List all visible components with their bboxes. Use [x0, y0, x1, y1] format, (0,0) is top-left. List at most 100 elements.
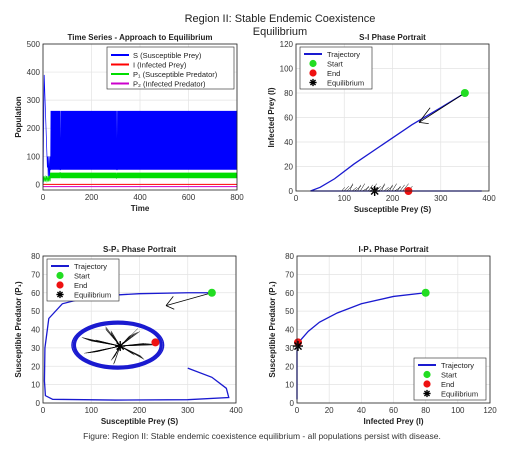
ts-legend-label-s: S (Susceptible Prey)	[133, 51, 202, 60]
sp-legend-swatch-start	[56, 271, 64, 280]
ts-ytick-label: 200	[27, 124, 41, 133]
si-ytick-label: 120	[280, 40, 294, 49]
series-s-line	[42, 74, 238, 185]
ts-legend-label-p1: P₁ (Susceptible Predator)	[133, 70, 218, 79]
sp-legend-label-2: End	[74, 281, 87, 290]
ip-xtick-label: 80	[421, 406, 430, 415]
sp-equilibrium-marker	[115, 341, 126, 352]
ip-legend-swatch-end	[423, 380, 431, 388]
sp-cycle-ring-2	[73, 322, 162, 368]
si-ytick-label: 20	[284, 163, 293, 172]
ip-xlabel: Infected Prey (I)	[363, 417, 423, 426]
si-axes-box	[295, 43, 490, 192]
si-xtick-label: 400	[482, 194, 496, 203]
sp-axes-box	[42, 255, 237, 404]
ip-ytick-label: 50	[285, 307, 294, 316]
sp-ytick-label: 50	[31, 307, 40, 316]
ip-ytick-label: 40	[285, 326, 294, 335]
sp-title: S-P₁ Phase Portrait	[103, 245, 176, 254]
sp-xtick-label: 200	[133, 406, 147, 415]
ip-ytick-label: 80	[285, 252, 294, 261]
ts-xtick-label: 400	[133, 193, 147, 202]
sp-ytick-label: 40	[31, 326, 40, 335]
si-ytick-label: 0	[289, 187, 294, 196]
ts-ytick-label: 0	[36, 180, 41, 189]
ip-legend-swatch-equilibrium	[423, 389, 431, 398]
ts-legend-label-i: I (Infected Prey)	[133, 61, 187, 70]
sp-start-marker	[207, 288, 216, 297]
sp-ytick-label: 70	[31, 270, 40, 279]
ip-xtick-label: 0	[295, 406, 300, 415]
figure-caption: Figure: Region II: Stable endemic coexis…	[83, 431, 441, 441]
sp-legend-swatch-equilibrium	[56, 290, 64, 299]
ts-title: Time Series - Approach to Equilibrium	[68, 33, 213, 42]
time-series-panel: 0 200 400 600 800 0 100 200 300 400 500 Time Series…	[14, 33, 244, 213]
sp-ylabel: Susceptible Predator (P₁)	[14, 281, 23, 378]
ts-xtick-label: 200	[85, 193, 99, 202]
si-xlabel: Susceptible Prey (S)	[354, 205, 432, 214]
si-legend-swatch-end	[309, 69, 317, 77]
sp-cycle-ring-1	[72, 321, 163, 369]
ip-equilibrium-marker	[293, 341, 303, 352]
si-legend-label-1: Start	[327, 59, 344, 68]
ts-ylabel: Population	[14, 96, 23, 137]
ip-ytick-label: 20	[285, 362, 294, 371]
ip-legend-label-2: End	[441, 380, 454, 389]
ts-ytick-label: 300	[27, 96, 41, 105]
si-xtick-label: 100	[338, 194, 352, 203]
figure-suptitle-line1: Region II: Stable Endemic Coexistence	[185, 13, 376, 25]
si-xtick-label: 300	[434, 194, 448, 203]
ip-legend-swatch-start	[423, 370, 431, 379]
ip-legend-label-3: Equilibrium	[441, 389, 478, 398]
sp-inner-strands	[81, 326, 157, 365]
ip-ytick-label: 0	[290, 399, 295, 408]
sp-ytick-label: 20	[31, 362, 40, 371]
sp-xlabel: Susceptible Prey (S)	[101, 417, 179, 426]
sp-arrow-shaft	[165, 292, 212, 306]
ts-ytick-label: 100	[27, 152, 41, 161]
ip-ytick-label: 60	[285, 289, 294, 298]
sp-legend-label-3: Equilibrium	[74, 290, 111, 299]
si-xtick-label: 200	[386, 194, 400, 203]
si-legend-swatch-start	[309, 59, 317, 68]
sp-legend-label-1: Start	[74, 271, 91, 280]
s-p1-phase-panel: 0 100 200 300 400 0 10 20 30 40 50 60 70 80 S-P₁ Phase…	[14, 245, 243, 426]
si-legend-label-2: End	[327, 69, 340, 78]
figure-suptitle-line2: Equilibrium	[253, 26, 307, 38]
sp-arrow-head	[165, 296, 175, 310]
ip-axes-box	[296, 255, 491, 404]
sp-cycle-ring-0	[71, 320, 165, 370]
si-streaks	[341, 183, 413, 191]
si-legend-swatch-equilibrium	[309, 78, 317, 87]
sp-legend-swatch-end	[56, 281, 64, 289]
sp-ytick-label: 80	[31, 252, 40, 261]
si-title: S-I Phase Portrait	[359, 33, 426, 42]
sp-ytick-label: 10	[31, 381, 40, 390]
ip-ytick-label: 10	[285, 381, 294, 390]
si-ylabel: Infected Prey (I)	[267, 87, 276, 147]
si-ytick-label: 60	[284, 114, 293, 123]
ip-start-marker	[421, 288, 430, 297]
ip-ytick-label: 30	[285, 344, 294, 353]
sp-xtick-label: 100	[85, 406, 99, 415]
ip-xtick-label: 20	[325, 406, 334, 415]
sp-ytick-label: 30	[31, 344, 40, 353]
si-xtick-label: 0	[294, 194, 299, 203]
ip-legend-label-1: Start	[441, 370, 458, 379]
sp-xtick-label: 300	[181, 406, 195, 415]
ip-legend-label-0: Trajectory	[441, 361, 474, 370]
si-ytick-label: 100	[280, 65, 294, 74]
si-legend-label-3: Equilibrium	[327, 78, 364, 87]
ip-xtick-label: 60	[389, 406, 398, 415]
ts-ytick-label: 400	[27, 68, 41, 77]
sp-end-marker	[151, 338, 160, 347]
si-ytick-label: 80	[284, 89, 293, 98]
s-i-phase-panel: 0 100 200 300 400 0 20 40 60 80 100 120 S-I Phase Po…	[267, 33, 496, 214]
series-p1-line	[42, 172, 238, 183]
ip-ytick-label: 70	[285, 270, 294, 279]
sp-ytick-label: 60	[31, 289, 40, 298]
ip-title: I-P₁ Phase Portrait	[359, 245, 429, 254]
sp-xtick-label: 400	[229, 406, 243, 415]
si-start-marker	[460, 89, 469, 97]
